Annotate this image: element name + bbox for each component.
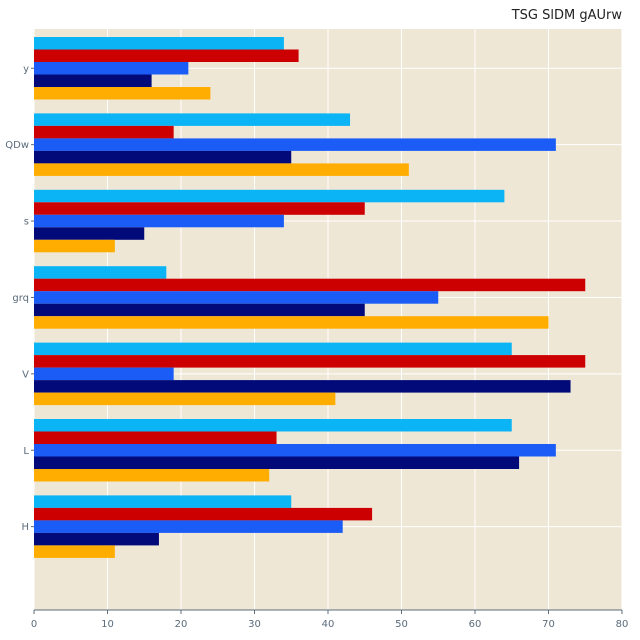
x-tick-label: 10 — [101, 619, 114, 630]
x-tick-label: 30 — [248, 619, 261, 630]
y-tick-label: L — [23, 446, 29, 457]
x-tick-label: 20 — [175, 619, 188, 630]
bar — [34, 355, 586, 368]
x-tick-label: 0 — [31, 619, 37, 630]
bar — [34, 342, 512, 356]
bar — [34, 507, 373, 521]
bar — [34, 37, 284, 50]
x-tick-label: 40 — [322, 619, 335, 630]
y-tick-label: s — [24, 217, 29, 228]
bar — [34, 113, 351, 126]
chart-title: TSG SlDM gAUrw — [511, 8, 623, 23]
bar — [34, 316, 549, 329]
bar — [34, 520, 343, 533]
bar — [34, 291, 439, 304]
y-tick-label: QDw — [5, 140, 29, 151]
bar — [34, 392, 336, 406]
bar — [34, 419, 512, 432]
bar — [34, 444, 556, 457]
bar — [34, 138, 556, 151]
bar — [34, 62, 189, 75]
bar — [34, 532, 159, 546]
y-tick-label: H — [21, 522, 29, 533]
bar — [34, 214, 284, 228]
bar — [34, 125, 174, 139]
x-tick-label: 70 — [542, 619, 555, 630]
bar — [34, 431, 277, 444]
bar — [34, 278, 586, 292]
x-tick-label: 60 — [469, 619, 482, 630]
bar — [34, 266, 167, 279]
x-tick-labels: 0 10 20 30 40 50 60 70 80 — [31, 610, 629, 630]
bar — [34, 495, 292, 508]
bar — [34, 469, 270, 482]
y-tick-label: grq — [12, 293, 29, 304]
x-tick-label: 80 — [616, 619, 629, 630]
bar — [34, 380, 571, 393]
y-tick-labels: y QDw s grq V L H — [5, 64, 34, 533]
bar — [34, 227, 145, 240]
bar — [34, 87, 211, 100]
bar — [34, 202, 365, 215]
y-tick-label: V — [22, 369, 29, 380]
y-tick-label: y — [23, 64, 29, 75]
bar — [34, 163, 409, 176]
bar — [34, 74, 152, 87]
bar — [34, 303, 365, 317]
bar — [34, 189, 505, 203]
bar — [34, 456, 520, 469]
x-tick-label: 50 — [395, 619, 408, 630]
bar — [34, 367, 174, 381]
bar — [34, 49, 299, 62]
bar — [34, 545, 115, 558]
bars — [34, 37, 586, 558]
bar — [34, 239, 115, 253]
bar — [34, 150, 292, 164]
